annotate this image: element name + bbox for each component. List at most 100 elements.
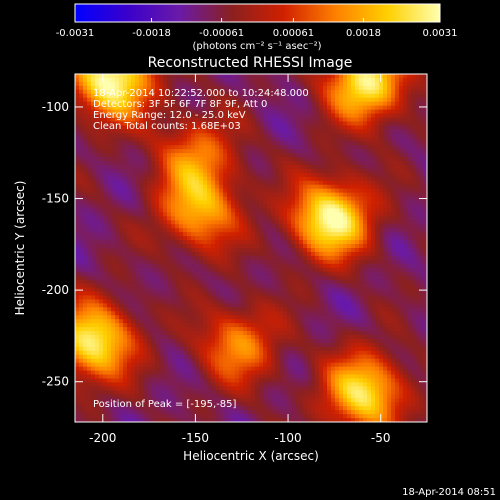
heatmap-cell: [151, 137, 156, 142]
heatmap-cell: [147, 157, 152, 162]
heatmap-cell: [159, 192, 164, 198]
heatmap-cell: [275, 236, 280, 241]
heatmap-cell: [215, 137, 220, 142]
heatmap-cell: [263, 93, 268, 99]
heatmap-cell: [419, 244, 424, 249]
heatmap-cell: [167, 275, 172, 281]
heatmap-cell: [375, 161, 380, 166]
heatmap-cell: [251, 208, 256, 214]
heatmap-cell: [391, 200, 396, 206]
heatmap-cell: [147, 259, 152, 265]
heatmap-cell: [395, 291, 400, 297]
heatmap-cell: [211, 283, 216, 289]
heatmap-cell: [135, 81, 140, 87]
heatmap-cell: [171, 228, 176, 233]
heatmap-cell: [287, 220, 292, 225]
heatmap-cell: [235, 109, 240, 115]
heatmap-cell: [263, 220, 268, 225]
heatmap-cell: [223, 204, 228, 210]
heatmap-cell: [195, 267, 200, 273]
heatmap-cell: [199, 105, 204, 111]
heatmap-cell: [79, 168, 84, 174]
heatmap-cell: [295, 267, 300, 273]
heatmap-cell: [83, 93, 88, 99]
heatmap-cell: [399, 157, 404, 162]
heatmap-cell: [143, 172, 148, 178]
heatmap-cell: [107, 97, 112, 103]
heatmap-cell: [391, 232, 396, 237]
heatmap-cell: [395, 251, 400, 257]
heatmap-cell: [327, 184, 332, 190]
heatmap-cell: [167, 176, 172, 182]
heatmap-cell: [83, 172, 88, 178]
heatmap-cell: [307, 176, 312, 182]
heatmap-cell: [215, 97, 220, 103]
heatmap-cell: [403, 109, 408, 115]
heatmap-cell: [135, 244, 140, 249]
heatmap-cell: [407, 77, 412, 83]
heatmap-cell: [387, 208, 392, 214]
heatmap-cell: [391, 176, 396, 182]
heatmap-cell: [175, 164, 180, 170]
heatmap-cell: [159, 161, 164, 166]
heatmap-cell: [183, 77, 188, 83]
heatmap-cell: [379, 93, 384, 99]
heatmap-cell: [271, 192, 276, 198]
heatmap-cell: [127, 192, 132, 198]
heatmap-cell: [123, 149, 128, 154]
heatmap-cell: [259, 89, 264, 95]
heatmap-cell: [275, 168, 280, 174]
heatmap-cell: [359, 200, 364, 206]
heatmap-cell: [83, 271, 88, 277]
heatmap-cell: [375, 248, 380, 253]
heatmap-cell: [83, 204, 88, 210]
heatmap-cell: [279, 176, 284, 182]
heatmap-cell: [327, 145, 332, 150]
heatmap-cell: [79, 216, 84, 221]
heatmap-cell: [319, 157, 324, 162]
heatmap-cell: [419, 259, 424, 265]
heatmap-cell: [347, 133, 352, 138]
heatmap-cell: [303, 101, 308, 107]
heatmap-cell: [159, 248, 164, 253]
heatmap-cell: [351, 161, 356, 166]
heatmap-cell: [195, 188, 200, 194]
heatmap-cell: [303, 192, 308, 198]
heatmap-cell: [371, 240, 376, 245]
heatmap-cell: [79, 133, 84, 138]
heatmap-cell: [351, 93, 356, 99]
heatmap-cell: [243, 117, 248, 123]
heatmap-cell: [79, 93, 84, 99]
heatmap-cell: [75, 101, 80, 107]
heatmap-cell: [167, 109, 172, 115]
heatmap-cell: [267, 259, 272, 265]
heatmap-cell: [75, 188, 80, 194]
heatmap-cell: [363, 220, 368, 225]
heatmap-cell: [283, 176, 288, 182]
heatmap-cell: [267, 188, 272, 194]
heatmap-cell: [351, 168, 356, 174]
heatmap-cell: [363, 133, 368, 138]
heatmap-cell: [335, 129, 340, 134]
heatmap-cell: [315, 287, 320, 293]
heatmap-cell: [95, 220, 100, 225]
heatmap-cell: [387, 259, 392, 265]
heatmap-cell: [199, 125, 204, 131]
heatmap-cell: [251, 212, 256, 218]
heatmap-cell: [287, 129, 292, 134]
heatmap-cell: [247, 113, 252, 119]
heatmap-cell: [155, 168, 160, 174]
heatmap-cell: [283, 97, 288, 103]
heatmap-cell: [279, 74, 284, 79]
heatmap-cell: [335, 121, 340, 127]
heatmap-cell: [395, 93, 400, 99]
heatmap-cell: [319, 97, 324, 103]
heatmap-cell: [231, 192, 236, 198]
heatmap-cell: [199, 287, 204, 293]
heatmap-cell: [295, 200, 300, 206]
heatmap-cell: [163, 267, 168, 273]
heatmap-cell: [259, 275, 264, 281]
heatmap-cell: [75, 263, 80, 269]
heatmap-cell: [355, 236, 360, 241]
heatmap-cell: [379, 168, 384, 174]
